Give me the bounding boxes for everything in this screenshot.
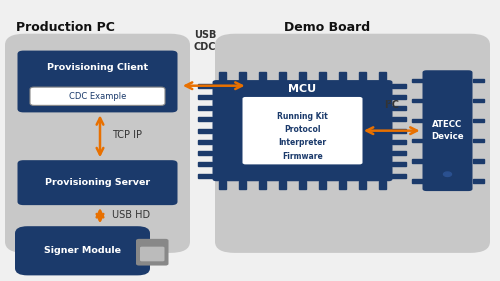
Bar [339,72,346,80]
Bar [379,72,386,80]
FancyBboxPatch shape [242,97,362,164]
Bar [392,140,406,144]
Bar [198,129,212,133]
Bar [379,181,386,189]
Bar [198,140,212,144]
FancyBboxPatch shape [212,80,392,181]
Bar [412,159,422,162]
Bar [359,181,366,189]
Bar [472,119,484,122]
Text: Signer Module: Signer Module [44,246,121,255]
Bar [198,84,212,88]
Bar [392,117,406,121]
Bar [198,162,212,166]
FancyBboxPatch shape [215,34,490,253]
Bar [198,106,212,110]
FancyBboxPatch shape [30,87,165,105]
Circle shape [444,172,452,176]
Bar [239,181,246,189]
Bar [472,79,484,82]
FancyBboxPatch shape [18,51,177,112]
Bar [472,99,484,102]
FancyBboxPatch shape [18,160,177,205]
Bar [472,159,484,162]
Text: ATECC
Device: ATECC Device [431,120,464,141]
Bar [392,84,406,88]
FancyBboxPatch shape [136,239,168,266]
FancyBboxPatch shape [140,247,164,261]
Text: MCU: MCU [288,84,316,94]
Bar [198,117,212,121]
Text: CDC Example: CDC Example [69,92,126,101]
Text: Demo Board: Demo Board [284,21,370,34]
Bar [392,162,406,166]
Bar [319,72,326,80]
Bar [319,181,326,189]
Bar [299,72,306,80]
Bar [198,151,212,155]
Bar [198,95,212,99]
Bar [392,129,406,133]
FancyBboxPatch shape [15,226,150,275]
Bar [392,95,406,99]
Bar [259,181,266,189]
Text: USB HD: USB HD [112,210,150,220]
Bar [299,181,306,189]
Bar [392,106,406,110]
Text: Production PC: Production PC [16,21,114,34]
Bar [412,99,422,102]
Bar [239,72,246,80]
Bar [359,72,366,80]
Text: Provisioning Client: Provisioning Client [47,64,148,72]
Bar [412,79,422,82]
Bar [392,174,406,178]
Bar [279,181,286,189]
Bar [339,181,346,189]
Bar [219,181,226,189]
Bar [412,119,422,122]
Text: Running Kit
Protocol
Interpreter
Firmware: Running Kit Protocol Interpreter Firmwar… [277,112,328,160]
FancyBboxPatch shape [5,34,190,253]
Bar [412,179,422,183]
Text: Provisioning Server: Provisioning Server [45,178,150,187]
Text: USB
CDC: USB CDC [194,30,216,52]
FancyBboxPatch shape [422,70,472,191]
Bar [279,72,286,80]
Bar [472,179,484,183]
Bar [472,139,484,142]
Bar [259,72,266,80]
Bar [412,139,422,142]
Bar [392,151,406,155]
Bar [198,174,212,178]
Text: I²C: I²C [384,99,399,110]
Bar [219,72,226,80]
Text: TCP IP: TCP IP [112,130,142,140]
